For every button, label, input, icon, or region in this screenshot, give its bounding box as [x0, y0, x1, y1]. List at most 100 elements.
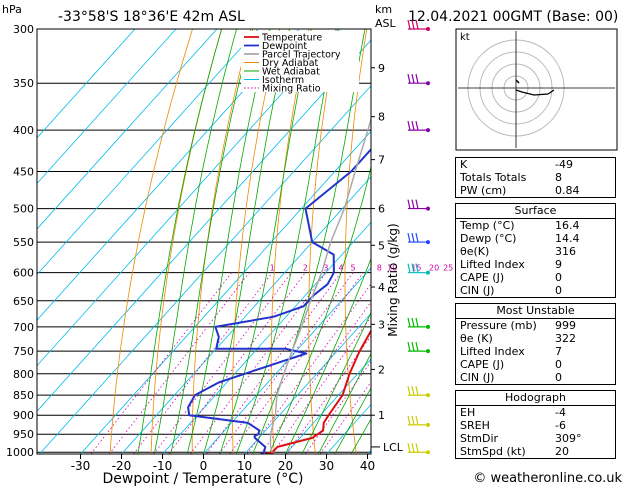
- hodograph-stat-row: StmSpd (kt) 20: [456, 445, 615, 458]
- pressure-tick-label: 600: [13, 267, 34, 280]
- mixing-ratio-label: 4: [338, 264, 343, 273]
- most-unstable-value: 7: [555, 345, 562, 358]
- km-tick-label: 2: [378, 363, 385, 376]
- mixing-ratio-label: 25: [443, 264, 453, 273]
- parcel-trajectory-line: [269, 116, 371, 453]
- index-label: PW (cm): [460, 184, 507, 197]
- most-unstable-value: 999: [555, 319, 576, 332]
- wind-barb-dot: [426, 27, 430, 31]
- isotherm-line: [244, 312, 371, 454]
- footer-credit: © weatheronline.co.uk: [473, 471, 622, 486]
- wet-adiabat-line: [137, 29, 223, 454]
- wind-barb-feather: [407, 74, 411, 84]
- index-value: 8: [555, 171, 562, 184]
- isotherm-line: [37, 29, 136, 139]
- wet-adiabat-line: [153, 29, 237, 454]
- index-value: 0.84: [555, 184, 580, 197]
- hodograph-title: Hodograph: [456, 391, 615, 406]
- legend-entry: Parcel Trajectory: [262, 50, 341, 61]
- surface-title: Surface: [456, 204, 615, 219]
- surface-row: Temp (°C) 16.4: [456, 219, 615, 232]
- mixing-ratio-line: [229, 272, 364, 454]
- most-unstable-label: CIN (J): [460, 371, 495, 384]
- wind-barb-feather: [411, 341, 415, 352]
- wet-adiabat-line: [334, 387, 371, 454]
- km-tick-label: 4: [378, 281, 385, 294]
- most-unstable-label: Lifted Index: [460, 345, 525, 358]
- index-value: -49: [555, 158, 573, 171]
- wind-barb-feather: [407, 199, 411, 209]
- dry-adiabat-line: [191, 29, 251, 454]
- wind-barb-feather: [407, 232, 411, 243]
- x-tick-label: -10: [153, 459, 173, 473]
- pressure-tick-label: 800: [13, 368, 34, 381]
- mixing-ratio-label: 1: [270, 264, 275, 273]
- mixing-ratio-axis-label: Mixing Ratio (g/kg): [386, 223, 400, 336]
- index-row: PW (cm) 0.84: [456, 184, 615, 197]
- wind-barb-feather: [407, 121, 411, 131]
- surface-row: Dewp (°C) 14.4: [456, 232, 615, 245]
- wind-barb-feather: [415, 263, 419, 273]
- most-unstable-value: 322: [555, 332, 576, 345]
- wind-barb-feather: [415, 443, 419, 453]
- wind-barb-feather: [407, 317, 411, 327]
- temperature-line: [264, 328, 371, 454]
- wind-barb-feather: [411, 415, 415, 425]
- most-unstable-label: Pressure (mb): [460, 319, 537, 332]
- most-unstable-value: 0: [555, 358, 562, 371]
- surface-table: Surface Temp (°C) 16.4 Dewp (°C) 14.4 θe(K) 3…: [455, 203, 616, 298]
- surface-value: 0: [555, 271, 562, 284]
- wind-barb-feather: [411, 19, 415, 30]
- x-tick-label: 0: [200, 459, 208, 473]
- surface-label: CAPE (J): [460, 271, 505, 284]
- mixing-ratio-line: [271, 316, 371, 454]
- hodograph-stat-row: EH -4: [456, 406, 615, 419]
- mixing-ratio-label: 8: [377, 264, 382, 273]
- lcl-label: LCL: [383, 441, 404, 454]
- wet-adiabat-line: [317, 352, 371, 454]
- wind-barb-feather: [407, 443, 411, 453]
- dry-adiabat-line: [150, 29, 222, 454]
- isotherm-line: [37, 29, 259, 276]
- km-tick-label: 8: [378, 111, 385, 124]
- km-tick-label: 9: [378, 62, 385, 75]
- mixing-ratio-line: [246, 283, 371, 454]
- dry-adiabat-line: [308, 29, 339, 454]
- surface-label: Temp (°C): [460, 219, 515, 232]
- legend-entry: Dry Adiabat: [262, 58, 319, 69]
- wet-adiabat-line: [285, 257, 371, 454]
- wind-barb-dot: [426, 349, 430, 354]
- hodograph: kt: [455, 28, 618, 151]
- mixing-ratio-line: [189, 272, 327, 454]
- pressure-tick-label: 500: [13, 203, 34, 216]
- legend-entry: Dewpoint: [262, 41, 307, 52]
- dry-adiabat-line: [109, 29, 193, 454]
- wind-barb-dot: [426, 270, 430, 275]
- wind-barb-feather: [415, 341, 419, 352]
- dry-adiabat-line: [232, 29, 281, 454]
- mixing-ratio-line: [153, 272, 292, 454]
- surface-row: CIN (J) 0: [456, 284, 615, 297]
- isotherm-line: [37, 29, 300, 321]
- hodograph-stat-row: StmDir 309°: [456, 432, 615, 445]
- mixing-ratio-line: [260, 301, 371, 454]
- pressure-tick-label: 400: [13, 124, 34, 137]
- pressure-tick-label: 450: [13, 166, 34, 179]
- location-title: -33°58'S 18°36'E 42m ASL: [58, 9, 245, 25]
- most-unstable-row: Pressure (mb) 999: [456, 319, 615, 332]
- isotherm-line: [37, 29, 341, 367]
- info-panel: K -49 Totals Totals 8 PW (cm) 0.84 Surface Te…: [455, 157, 616, 464]
- isotherm-line: [37, 29, 218, 230]
- most-unstable-table: Most Unstable Pressure (mb) 999 θe (K) 322 L…: [455, 303, 616, 385]
- index-label: Totals Totals: [460, 171, 527, 184]
- hodograph-stat-value: -6: [555, 419, 566, 432]
- km-label: km: [375, 3, 392, 16]
- isotherm-line: [37, 29, 177, 185]
- legend-entry: Wet Adiabat: [262, 67, 320, 78]
- x-tick-label: -20: [112, 459, 132, 473]
- wind-barb-feather: [415, 121, 419, 131]
- wind-barb-feather: [411, 232, 415, 243]
- wind-barb-dot: [426, 393, 430, 398]
